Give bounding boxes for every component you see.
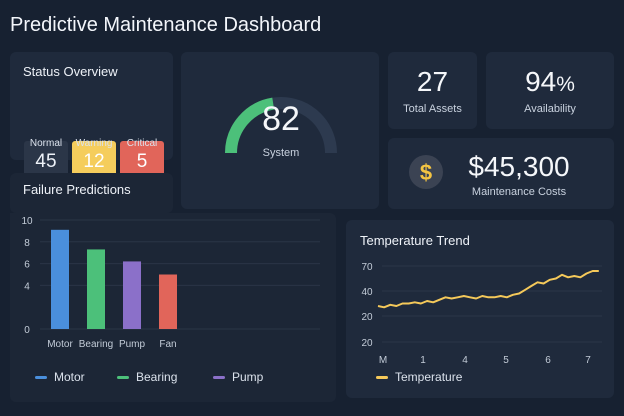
x-tick-label: Motor: [47, 339, 73, 350]
y-tick-label: 0: [24, 325, 30, 336]
temperature-trend-title: Temperature Trend: [360, 233, 470, 248]
legend-motor-label: Motor: [54, 370, 85, 384]
total-assets-card[interactable]: 27 Total Assets: [388, 52, 477, 129]
critical-label: Critical: [126, 138, 158, 149]
legend-swatch: [117, 375, 129, 379]
availability-number: 94: [525, 66, 557, 97]
svg-text:$: $: [420, 160, 432, 185]
x-tick-label: 7: [585, 355, 591, 366]
system-label: System: [262, 147, 300, 159]
y-tick-label: 4: [24, 281, 30, 292]
dollar-icon: $: [409, 155, 443, 189]
gauge-fill: [225, 97, 275, 154]
x-tick-label: 4: [462, 355, 468, 366]
legend-swatch: [35, 375, 47, 379]
system-gauge-panel: 82 System: [181, 52, 379, 209]
system-score: 82: [262, 100, 300, 138]
temperature-series-line[interactable]: [377, 270, 599, 309]
total-assets-value: 27: [416, 66, 449, 97]
x-tick-label: M: [379, 355, 387, 366]
availability-value: 94%: [486, 66, 614, 98]
availability-unit: %: [556, 73, 575, 96]
y-tick-label: 8: [24, 238, 30, 249]
legend-temperature: Temperature: [376, 370, 462, 384]
system-gauge: [225, 97, 337, 154]
legend-swatch: [213, 375, 225, 379]
x-tick-label: 5: [503, 355, 509, 366]
bar-bearing[interactable]: [87, 249, 105, 329]
status-overview-panel: Status Overview 45 12 5 Normal Warning C…: [10, 52, 173, 183]
availability-label: Availability: [524, 103, 576, 115]
legend-swatch: [376, 375, 388, 379]
availability-card[interactable]: 94% Availability: [486, 52, 614, 129]
temperature-line-chart: 70 40 20 20 M 1 4 5 6 7: [361, 262, 602, 366]
status-overview-title: Status Overview: [23, 64, 118, 79]
legend-bearing: Bearing: [117, 370, 177, 384]
legend-pump: Pump: [213, 370, 263, 384]
maintenance-cost-label: Maintenance Costs: [471, 186, 567, 198]
maintenance-cost-card[interactable]: $ $45,300 Maintenance Costs: [388, 138, 614, 209]
x-tick-label: Pump: [119, 339, 146, 350]
y-tick-label: 10: [21, 216, 33, 227]
failure-predictions-title: Failure Predictions: [23, 182, 131, 197]
failure-chart-panel: 0 4 6 8 10 Motor Bearing Pump Fan Motor Bearing …: [10, 213, 336, 402]
y-tick-label: 20: [361, 312, 373, 323]
legend-motor: Motor: [35, 370, 85, 384]
y-tick-label: 40: [361, 287, 373, 298]
temperature-trend-panel: Temperature Trend 70 40 20 20 M 1 4 5 6 7 Tempera…: [346, 220, 614, 398]
page-title: Predictive Maintenance Dashboard: [10, 14, 322, 36]
failure-bar-chart: 0 4 6 8 10 Motor Bearing Pump Fan: [21, 216, 320, 350]
legend-temperature-label: Temperature: [395, 370, 463, 384]
normal-label: Normal: [29, 138, 63, 149]
legend-bearing-label: Bearing: [136, 370, 178, 384]
legend-pump-label: Pump: [232, 370, 264, 384]
x-tick-label: Fan: [159, 339, 176, 350]
y-tick-label: 70: [361, 262, 373, 273]
failure-predictions-panel: [10, 173, 173, 213]
y-tick-label: 20: [361, 338, 373, 349]
x-tick-label: 1: [420, 355, 426, 366]
x-tick-label: 6: [545, 355, 551, 366]
x-tick-label: Bearing: [79, 339, 113, 350]
total-assets-label: Total Assets: [403, 103, 462, 115]
maintenance-cost-value: $45,300: [468, 151, 570, 182]
bar-fan[interactable]: [159, 274, 177, 330]
warning-label: Warning: [75, 138, 113, 149]
y-tick-label: 6: [24, 260, 30, 271]
bar-motor[interactable]: [51, 229, 69, 329]
bar-pump[interactable]: [123, 261, 141, 329]
